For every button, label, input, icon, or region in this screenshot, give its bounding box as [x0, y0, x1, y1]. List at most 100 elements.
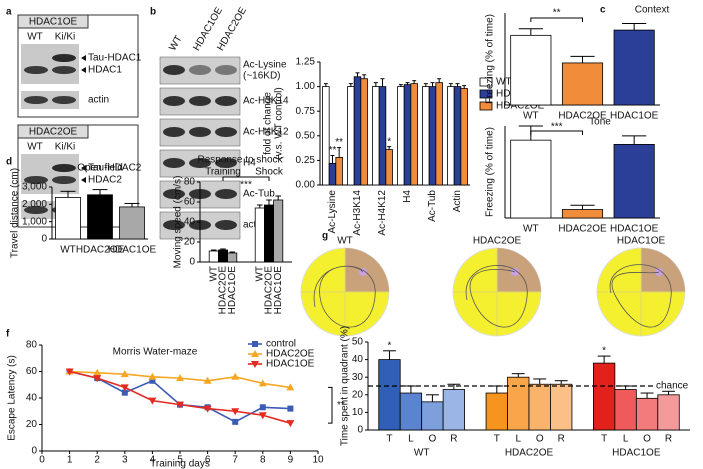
legend-swatch	[479, 77, 493, 87]
marker	[120, 384, 129, 392]
significance: **	[337, 400, 345, 411]
blot-band	[215, 220, 237, 230]
x-tick-label: Ac-Tub	[427, 190, 438, 222]
y-tick-label: 20	[184, 237, 196, 248]
marker	[287, 405, 294, 412]
blot-band	[189, 158, 211, 168]
blot-band	[215, 65, 237, 75]
bar	[328, 162, 337, 186]
bar	[399, 392, 423, 431]
bar	[422, 86, 430, 186]
marker	[231, 372, 240, 380]
bar	[510, 34, 552, 106]
x-tick-label: HDAC1OE	[108, 245, 157, 256]
annotation: **	[329, 145, 337, 156]
y-tick-label: 40	[184, 217, 196, 228]
maze-label: WT	[337, 236, 353, 247]
bar	[428, 86, 437, 186]
bar-label: WT	[208, 266, 219, 282]
y-axis-label: Freezing (% of time)	[485, 14, 496, 104]
bar-label: HDAC2OE	[264, 266, 275, 315]
marker	[286, 420, 295, 428]
bar	[657, 394, 680, 431]
significance-bracket	[328, 386, 333, 424]
bar	[254, 207, 265, 263]
bar	[613, 29, 655, 106]
y-tick-label: 2,000	[22, 199, 47, 210]
legend-label: HDAC2OE	[266, 349, 315, 360]
y-tick-label: 40	[26, 393, 38, 404]
blot-band	[24, 66, 48, 74]
legend-label: HDAC1OE	[266, 359, 315, 370]
blot-band	[215, 96, 237, 106]
blot-band	[163, 96, 185, 106]
bar	[421, 401, 444, 431]
bar-label: T	[601, 434, 607, 445]
blot-band	[215, 158, 237, 168]
marker	[148, 397, 157, 405]
blot-band	[189, 127, 211, 137]
blot-band	[163, 127, 185, 137]
blot-header	[17, 14, 89, 29]
bar	[335, 157, 343, 186]
marker	[231, 408, 240, 416]
group-label: HDAC2OE	[505, 448, 554, 459]
y-tick-label: 1.00	[296, 81, 316, 92]
swim-path	[465, 265, 528, 328]
y-tick-label: 40	[352, 354, 364, 365]
bar	[510, 139, 552, 219]
y-axis-label: Moving speed (cm/s)	[173, 176, 184, 269]
bar	[485, 392, 508, 431]
significance-bracket	[222, 176, 270, 181]
blot-image	[21, 44, 79, 84]
bar	[410, 83, 418, 186]
marker	[120, 370, 129, 378]
x-tick-label: 8	[260, 455, 266, 466]
panel-label: a	[6, 7, 12, 18]
blot-band	[24, 96, 48, 104]
arrow	[81, 165, 86, 171]
x-tick-label: 5	[177, 455, 183, 466]
marker	[176, 401, 184, 409]
bar	[208, 250, 219, 263]
y-tick-label: 60	[184, 197, 196, 208]
y-tick-label: 0.50	[296, 130, 316, 141]
marker	[232, 418, 239, 425]
annotation: *	[387, 136, 391, 147]
legend-swatch	[479, 101, 493, 111]
blot-band	[52, 54, 76, 62]
legend-marker	[252, 341, 258, 347]
band-label: actin	[88, 95, 109, 106]
bar	[447, 86, 455, 186]
bar-label: WT	[254, 266, 265, 282]
x-axis-label: Training days	[150, 459, 210, 469]
bar-label: T	[386, 434, 392, 445]
bar	[227, 252, 238, 263]
y-tick-label: 0.00	[296, 180, 316, 191]
legend-marker	[251, 361, 259, 368]
y-tick-label: 0.75	[296, 106, 316, 117]
group-label: HDAC1OE	[612, 448, 661, 459]
group-label: Training	[205, 167, 241, 178]
significance: **	[553, 8, 561, 19]
bar	[561, 209, 604, 219]
significance: ***	[551, 122, 563, 133]
annotation: *	[388, 340, 392, 351]
blot-band	[24, 206, 48, 214]
blot-band	[52, 164, 76, 172]
y-axis-label: Travel distance (cm)	[10, 168, 21, 258]
marker	[149, 377, 156, 384]
x-tick-label: 1	[67, 455, 73, 466]
x-tick-label: HDAC2OE	[558, 111, 607, 122]
bar-label: L	[515, 434, 521, 445]
bar	[614, 389, 637, 431]
x-tick-label: WT	[523, 224, 539, 235]
marker	[203, 405, 212, 413]
bar	[273, 199, 284, 263]
panel-label: c	[600, 5, 606, 16]
panel-label: g	[322, 231, 328, 242]
y-axis-label: Time spent in quadrant (%)	[340, 326, 351, 446]
blot-band	[215, 189, 237, 199]
bar	[378, 359, 401, 431]
